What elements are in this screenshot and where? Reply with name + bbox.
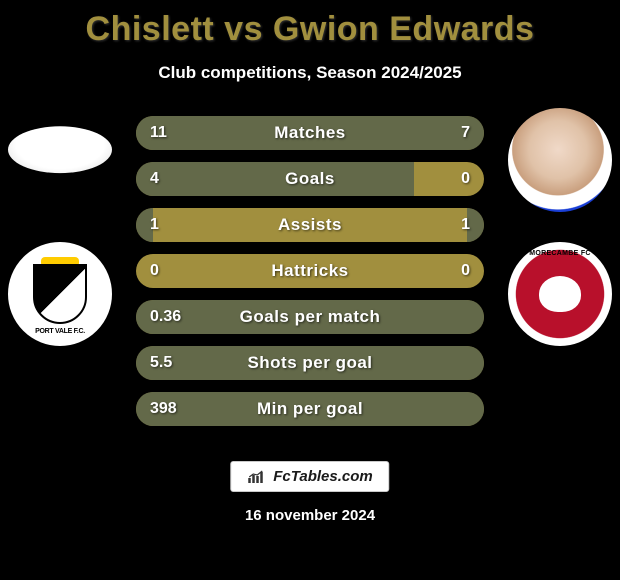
left-player-avatar bbox=[8, 126, 112, 173]
season-subtitle: Club competitions, Season 2024/2025 bbox=[0, 63, 620, 83]
stat-bar: 11Assists bbox=[136, 208, 484, 242]
chart-icon bbox=[247, 470, 265, 484]
stat-bar: 40Goals bbox=[136, 162, 484, 196]
page-title: Chislett vs Gwion Edwards bbox=[0, 0, 620, 49]
bar-label: Hattricks bbox=[136, 261, 484, 281]
right-crest-label: MORECAMBE FC bbox=[510, 250, 610, 257]
right-player-crest: MORECAMBE FC bbox=[508, 242, 612, 346]
crest-shrimp-icon bbox=[539, 276, 581, 312]
bar-label: Min per goal bbox=[136, 399, 484, 419]
right-player-avatar bbox=[508, 108, 612, 212]
stat-bar: 00Hattricks bbox=[136, 254, 484, 288]
bar-label: Goals per match bbox=[136, 307, 484, 327]
stat-bar: 5.5Shots per goal bbox=[136, 346, 484, 380]
stat-bar: 0.36Goals per match bbox=[136, 300, 484, 334]
right-player-column: MORECAMBE FC bbox=[508, 108, 612, 346]
attribution-badge[interactable]: FcTables.com bbox=[230, 461, 389, 492]
left-player-column: PORT VALE F.C. bbox=[8, 108, 112, 346]
comparison-bars: 117Matches 40Goals 11Assists 00Hattricks 0.3… bbox=[136, 116, 484, 426]
bar-label: Shots per goal bbox=[136, 353, 484, 373]
bar-label: Goals bbox=[136, 169, 484, 189]
stat-bar: 117Matches bbox=[136, 116, 484, 150]
left-crest-label: PORT VALE F.C. bbox=[11, 328, 109, 335]
snapshot-date: 16 november 2024 bbox=[0, 507, 620, 524]
stat-bar: 398Min per goal bbox=[136, 392, 484, 426]
crest-shield-icon bbox=[33, 264, 87, 324]
attribution-text: FcTables.com bbox=[273, 468, 372, 485]
bar-label: Matches bbox=[136, 123, 484, 143]
bar-label: Assists bbox=[136, 215, 484, 235]
left-player-crest: PORT VALE F.C. bbox=[8, 242, 112, 346]
